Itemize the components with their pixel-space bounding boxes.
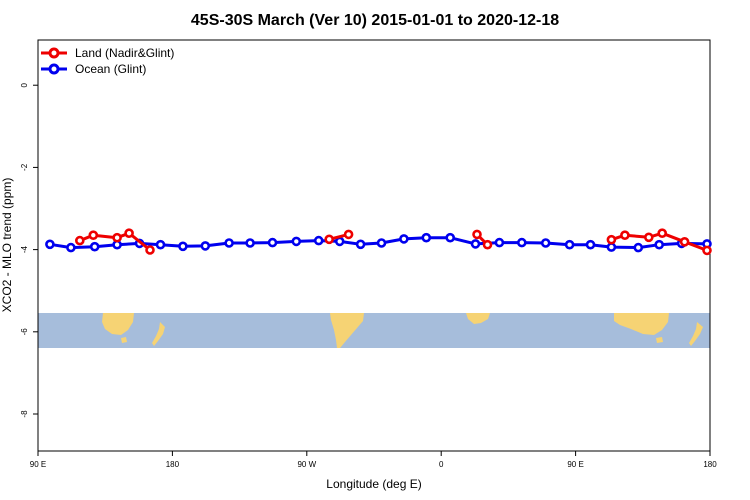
map-strip	[38, 313, 710, 348]
series-0-point-1-0	[324, 234, 335, 245]
series-1-point-0-15	[376, 238, 387, 248]
series-1-point-0-11	[291, 236, 302, 247]
series-1-point-0-5	[155, 239, 166, 250]
series-1-point-0-2	[89, 241, 100, 252]
series-layer	[45, 228, 712, 256]
map-land	[102, 313, 703, 348]
series-1-point-0-7	[200, 241, 211, 251]
series-1-point-0-10	[267, 237, 278, 248]
series-1-point-0-19	[470, 239, 481, 249]
africa-landmass	[466, 313, 490, 324]
new-zealand-landmass	[152, 322, 165, 346]
legend: Land (Nadir&Glint) Ocean (Glint)	[41, 46, 174, 76]
series-1-point-0-1	[66, 242, 76, 253]
y-axis-label: XCO2 - MLO trend (ppm)	[0, 178, 14, 313]
series-1-point-0-8	[224, 238, 234, 248]
legend-label-ocean: Ocean (Glint)	[75, 62, 146, 76]
series-1-point-0-22	[540, 238, 551, 248]
series-0-point-0-0	[75, 235, 85, 246]
series-0-point-0-2	[112, 232, 122, 243]
legend-marker-land	[48, 47, 60, 59]
series-1-point-0-12	[313, 235, 324, 246]
series-1-point-0-27	[654, 239, 665, 250]
x-tick-label-3: 0	[439, 460, 444, 469]
series-1-point-0-13	[334, 236, 345, 247]
y-tick-label-2: -4	[20, 246, 29, 254]
series-1-point-0-17	[421, 232, 432, 243]
series-1-point-0-14	[355, 239, 366, 250]
series-0-point-0-1	[88, 230, 99, 240]
y-axis: 0 -2 -4 -6 -8	[20, 82, 38, 418]
series-0-point-3-1	[620, 230, 630, 240]
series-0-point-1-1	[343, 229, 354, 240]
south-america-landmass	[330, 313, 364, 348]
chart-title: 45S-30S March (Ver 10) 2015-01-01 to 202…	[191, 12, 559, 29]
legend-item-land: Land (Nadir&Glint)	[41, 46, 174, 60]
x-axis: 90 E 180 90 W 0 90 E 180	[30, 451, 717, 469]
x-tick-label-5: 180	[703, 460, 717, 469]
legend-item-ocean: Ocean (Glint)	[41, 62, 146, 76]
series-0-point-3-3	[657, 228, 668, 238]
series-0-point-0-3	[124, 228, 134, 238]
x-tick-label-0: 90 E	[30, 460, 46, 469]
series-1-point-0-6	[178, 241, 188, 252]
series-1-point-0-23	[564, 239, 575, 250]
series-0	[75, 228, 712, 256]
x-tick-label-2: 90 W	[297, 460, 316, 469]
tasmania-landmass	[121, 337, 127, 343]
map-ocean	[38, 313, 710, 348]
series-1-point-0-16	[399, 234, 409, 244]
series-1-point-0-9	[245, 238, 255, 248]
x-tick-label-4: 90 E	[567, 460, 583, 469]
series-1-point-0-24	[585, 239, 596, 250]
series-1-point-0-20	[494, 237, 505, 248]
legend-label-land: Land (Nadir&Glint)	[75, 46, 174, 60]
legend-marker-ocean	[48, 63, 60, 75]
y-tick-label-4: -8	[20, 410, 29, 418]
australia-landmass	[102, 313, 134, 335]
series-1-point-0-26	[633, 242, 644, 253]
series-0-point-3-5	[702, 245, 712, 256]
tasmania-landmass-2	[656, 337, 663, 343]
series-0-point-3-4	[679, 237, 690, 247]
series-0-point-3-2	[643, 232, 654, 243]
y-tick-label-1: -2	[20, 163, 29, 171]
australia-landmass-2	[614, 313, 669, 335]
series-0-point-2-0	[472, 229, 482, 240]
series-1-point-0-25	[606, 242, 617, 252]
series-1-point-0-21	[516, 237, 527, 248]
y-tick-label-3: -6	[20, 328, 29, 336]
series-1-point-0-18	[445, 232, 456, 243]
series-0-point-0-4	[145, 245, 155, 255]
series-1-point-0-0	[45, 239, 55, 250]
new-zealand-landmass-2	[689, 322, 703, 346]
x-tick-label-1: 180	[166, 460, 180, 469]
x-axis-label: Longitude (deg E)	[326, 477, 421, 491]
series-0-point-2-1	[482, 239, 493, 250]
y-tick-label-0: 0	[20, 82, 29, 87]
series-0-point-3-0	[606, 234, 617, 245]
